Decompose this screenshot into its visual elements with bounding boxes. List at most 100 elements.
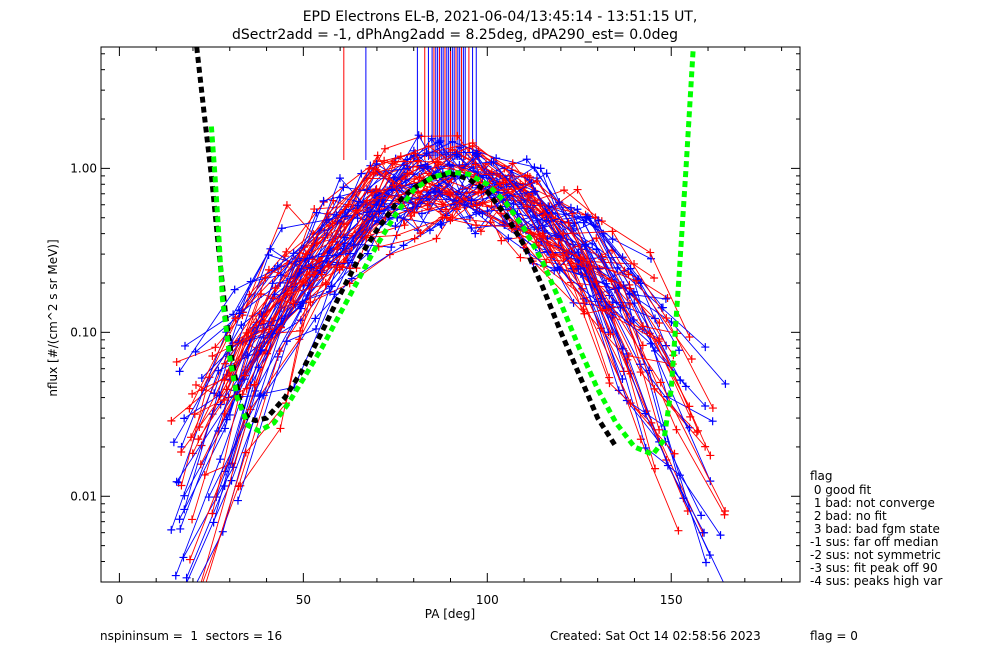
pa-data-point	[626, 399, 635, 408]
pa-data-point	[535, 232, 544, 241]
pa-data-point	[357, 169, 366, 178]
pa-data-point	[301, 249, 310, 258]
pa-data-point	[716, 531, 725, 540]
pa-data-point	[321, 280, 330, 289]
pa-data-point	[606, 330, 615, 339]
pa-data-point	[390, 157, 399, 166]
pa-data-point	[312, 208, 321, 217]
pa-data-point	[432, 234, 441, 243]
pa-data-point	[662, 314, 671, 323]
pa-data-point	[650, 274, 659, 283]
pa-trace-line	[229, 161, 635, 416]
pa-data-point	[283, 278, 292, 287]
pa-data-point	[641, 409, 650, 418]
pa-data-point	[522, 155, 531, 164]
pa-data-point	[282, 201, 291, 210]
pa-data-point	[208, 352, 217, 361]
legend-item: -2 sus: not symmetric	[810, 548, 941, 562]
pa-trace-line	[213, 140, 620, 394]
y-axis-label: nflux [#/(cm^2 s sr MeV)]	[46, 239, 60, 396]
pa-data-point	[324, 262, 333, 271]
pa-data-point	[639, 322, 648, 331]
pa-data-point	[525, 172, 534, 181]
pa-data-point	[169, 438, 178, 447]
pa-data-point	[681, 382, 690, 391]
pa-data-point	[195, 423, 204, 432]
pa-data-point	[171, 571, 180, 580]
pa-data-point	[467, 196, 476, 205]
pa-data-point	[216, 455, 225, 464]
green-fit-curve	[208, 47, 696, 458]
pa-trace-line	[183, 154, 680, 510]
pa-data-point	[674, 526, 683, 535]
pa-data-point	[467, 224, 476, 233]
pa-data-point	[411, 149, 420, 158]
pa-data-point	[311, 324, 320, 333]
pa-data-point	[607, 277, 616, 286]
pa-data-point	[332, 210, 341, 219]
pa-data-point	[261, 273, 270, 282]
pa-data-point	[340, 220, 349, 229]
pa-data-point	[220, 376, 229, 385]
pa-data-point	[172, 477, 181, 486]
pa-data-point	[227, 476, 236, 485]
pa-data-point	[259, 311, 268, 320]
pa-data-point	[650, 384, 659, 393]
pa-data-point	[177, 448, 186, 457]
pa-data-point	[179, 553, 188, 562]
pa-data-point	[380, 144, 389, 153]
pa-data-point	[181, 341, 190, 350]
pa-data-point	[423, 162, 432, 171]
pa-data-point	[180, 491, 189, 500]
pa-data-point	[675, 346, 684, 355]
pa-data-point	[542, 169, 551, 178]
pa-data-point	[583, 212, 592, 221]
pa-data-point	[448, 214, 457, 223]
legend-item: -4 sus: peaks high var	[810, 574, 943, 588]
pa-data-point	[633, 274, 642, 283]
pa-data-point	[188, 515, 197, 524]
pa-data-point	[636, 368, 645, 377]
legend-title: flag	[810, 469, 833, 483]
pa-traces	[167, 47, 730, 594]
pa-data-point	[504, 234, 513, 243]
pa-trace-line	[202, 177, 625, 582]
pa-data-point	[626, 264, 635, 273]
pa-data-point	[196, 460, 205, 469]
pa-data-point	[547, 253, 556, 262]
pa-data-point	[221, 359, 230, 368]
pa-data-point	[651, 464, 660, 473]
fit-curves	[194, 47, 696, 458]
axis-ticks: 0 50 100 150 1.00 0.10 0.01	[70, 47, 800, 607]
footer-spin-info: nspininsum = 1 sectors = 16	[100, 629, 282, 643]
pa-data-point	[706, 451, 715, 460]
pa-data-point	[255, 392, 264, 401]
pa-data-point	[185, 555, 194, 564]
pa-data-point	[191, 380, 200, 389]
x-tick-label: 50	[296, 593, 311, 607]
pa-data-point	[722, 583, 730, 591]
pa-data-point	[410, 234, 419, 243]
pa-data-point	[647, 254, 656, 263]
pa-data-point	[550, 266, 559, 275]
pa-data-point	[210, 389, 219, 398]
pa-data-point	[423, 201, 432, 210]
pa-data-point	[277, 224, 286, 233]
pa-data-point	[683, 506, 692, 515]
pa-data-point	[307, 263, 316, 272]
pa-data-point	[576, 254, 585, 263]
pa-data-point	[346, 249, 355, 258]
pa-data-point	[568, 209, 577, 218]
pa-data-point	[675, 471, 684, 480]
pa-data-point	[573, 185, 582, 194]
pa-data-point	[560, 186, 569, 195]
pa-data-point	[392, 231, 401, 240]
pa-data-point	[188, 389, 197, 398]
pa-data-point	[176, 524, 185, 533]
pa-data-point	[200, 586, 208, 594]
pa-data-point	[363, 208, 372, 217]
pa-data-point	[362, 185, 371, 194]
pa-data-point	[509, 199, 518, 208]
pa-data-point	[400, 221, 409, 230]
pa-data-point	[564, 218, 573, 227]
